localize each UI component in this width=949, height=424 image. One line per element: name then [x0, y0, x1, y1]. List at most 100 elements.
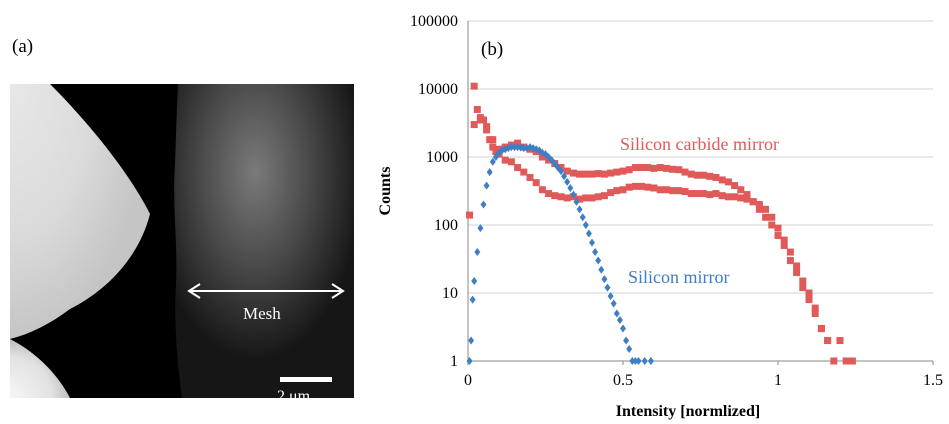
- data-point: [548, 156, 555, 165]
- panel-b: 1 10 100 1000 10000 100000 0 0.5 1 1.5 Counts Int…: [370, 0, 949, 424]
- data-point: [492, 153, 499, 161]
- data-point: [620, 324, 626, 333]
- data-point: [619, 167, 627, 175]
- data-point: [693, 171, 701, 179]
- series-silicon-mirror: [466, 143, 654, 365]
- data-point: [576, 170, 584, 178]
- x-tick-label: 0.5: [613, 372, 633, 389]
- data-point: [589, 238, 595, 247]
- data-point: [718, 176, 726, 184]
- chart: 1 10 100 1000 10000 100000 0 0.5 1 1.5 Counts Int…: [377, 13, 943, 420]
- data-point: [569, 169, 577, 177]
- data-point: [601, 275, 608, 284]
- data-point: [811, 304, 819, 312]
- data-point: [669, 187, 677, 195]
- data-point: [786, 248, 794, 256]
- data-point: [768, 213, 776, 221]
- data-point: [600, 170, 608, 178]
- data-point: [632, 357, 639, 365]
- data-point: [483, 181, 490, 190]
- data-point: [625, 166, 633, 174]
- data-point: [638, 182, 646, 190]
- data-point: [511, 143, 518, 152]
- data-point: [762, 205, 770, 213]
- data-point: [501, 156, 509, 164]
- data-point: [830, 357, 838, 365]
- data-point: [793, 262, 801, 270]
- scale-bar: [280, 377, 332, 382]
- data-point: [526, 173, 534, 181]
- y-tick-label: 1: [450, 353, 458, 370]
- data-point: [563, 194, 571, 202]
- data-point: [780, 241, 788, 249]
- data-point: [468, 336, 475, 345]
- data-point: [520, 168, 528, 176]
- data-point: [576, 205, 583, 214]
- scale-bar-label: 2 μm: [277, 388, 311, 405]
- data-point: [470, 82, 478, 90]
- microscope-image-graphic: [10, 84, 354, 398]
- data-point: [644, 183, 652, 191]
- data-point: [477, 224, 484, 233]
- data-point: [656, 164, 664, 172]
- data-point: [650, 184, 658, 192]
- data-point: [588, 194, 596, 202]
- data-point: [551, 192, 559, 200]
- data-point: [607, 189, 615, 197]
- data-point: [631, 182, 639, 190]
- data-point: [585, 229, 592, 238]
- data-point: [774, 232, 782, 240]
- data-point: [517, 143, 524, 152]
- data-point: [712, 190, 720, 198]
- data-point: [576, 195, 584, 203]
- data-point: [681, 168, 689, 176]
- data-point: [594, 170, 602, 178]
- data-point: [706, 191, 714, 199]
- data-point: [737, 186, 745, 194]
- data-point: [669, 165, 677, 173]
- data-point: [737, 194, 745, 202]
- data-point: [625, 183, 633, 191]
- data-point: [693, 190, 701, 198]
- data-point: [749, 198, 757, 206]
- data-point: [483, 126, 491, 134]
- data-point: [718, 192, 726, 200]
- data-point: [502, 145, 509, 154]
- data-point: [638, 164, 646, 172]
- data-point: [650, 164, 658, 172]
- data-point: [538, 186, 546, 194]
- data-point: [780, 236, 788, 244]
- data-point: [532, 179, 540, 187]
- data-point: [607, 292, 614, 301]
- data-point: [793, 269, 801, 277]
- data-point: [616, 316, 623, 325]
- data-point: [567, 184, 574, 193]
- data-point: [613, 187, 621, 195]
- panel-a: (a): [0, 0, 370, 424]
- data-point: [564, 177, 571, 186]
- mesh-label: Mesh: [243, 304, 281, 323]
- data-point: [613, 168, 621, 176]
- data-point: [762, 213, 770, 221]
- data-point: [687, 190, 695, 198]
- tick-labels: 1 10 100 1000 10000 100000 0 0.5 1 1.5: [410, 13, 943, 389]
- data-point: [731, 182, 739, 190]
- data-point: [731, 193, 739, 201]
- data-point: [514, 164, 522, 172]
- x-axis-title: Intensity [normlized]: [616, 403, 760, 420]
- data-point: [563, 167, 571, 175]
- data-point: [523, 144, 530, 153]
- data-point: [582, 221, 589, 229]
- data-point: [607, 169, 615, 177]
- data-point: [631, 164, 639, 172]
- data-point: [469, 295, 476, 304]
- data-point: [724, 178, 732, 186]
- data-point: [712, 173, 720, 181]
- x-tick-label: 0: [464, 372, 472, 389]
- data-point: [774, 224, 782, 232]
- data-point: [582, 170, 590, 178]
- data-point: [489, 143, 497, 151]
- data-point: [706, 172, 714, 180]
- data-point: [805, 296, 813, 304]
- data-point: [768, 221, 776, 229]
